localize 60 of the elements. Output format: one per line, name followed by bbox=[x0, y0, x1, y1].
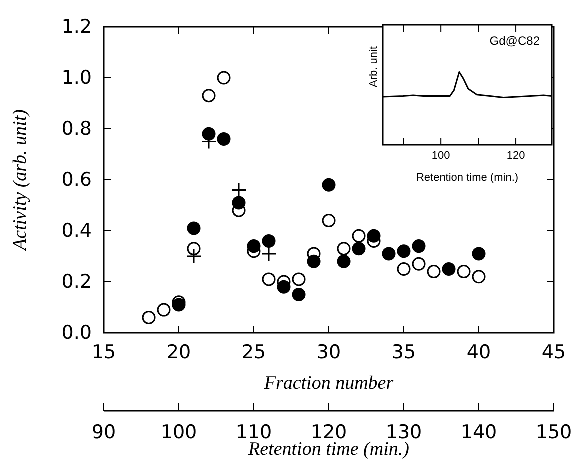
x-axis-title: Retention time (min.) bbox=[416, 172, 519, 184]
point bbox=[142, 310, 156, 324]
point bbox=[457, 265, 471, 279]
x-tick-label: 15 bbox=[92, 341, 116, 364]
point bbox=[472, 247, 486, 261]
point bbox=[262, 272, 276, 286]
y-tick-label: 0.6 bbox=[62, 169, 92, 192]
point bbox=[187, 222, 201, 236]
point bbox=[202, 127, 216, 141]
point bbox=[442, 262, 456, 276]
point bbox=[217, 132, 231, 146]
y-tick-label: 0.0 bbox=[62, 322, 92, 344]
point bbox=[367, 229, 381, 243]
point bbox=[157, 303, 171, 317]
y-axis-title: Arb. unit bbox=[368, 46, 380, 88]
point bbox=[186, 248, 202, 264]
point bbox=[262, 234, 276, 248]
x-tick-label: 20 bbox=[166, 341, 192, 364]
y-axis-title: Activity (arb. unit) bbox=[10, 110, 31, 252]
y-tick-label: 1.0 bbox=[62, 67, 92, 90]
point bbox=[261, 246, 277, 262]
point bbox=[412, 240, 426, 254]
x-tick-label: 45 bbox=[542, 341, 566, 364]
point bbox=[277, 280, 291, 294]
point bbox=[202, 89, 216, 103]
point bbox=[322, 214, 336, 228]
point bbox=[472, 270, 486, 284]
point bbox=[187, 242, 201, 256]
annotation: Gd@C82 bbox=[490, 34, 540, 48]
x2-tick-label: 90 bbox=[92, 421, 116, 444]
x-tick-label: 35 bbox=[392, 341, 416, 364]
x-tick-label: 25 bbox=[242, 341, 266, 364]
point bbox=[352, 229, 366, 243]
point bbox=[307, 254, 321, 268]
x2-tick-label: 100 bbox=[160, 421, 198, 444]
point bbox=[412, 257, 426, 271]
x2-tick-label: 150 bbox=[536, 421, 572, 444]
point bbox=[352, 242, 366, 256]
x-axis-title: Fraction number bbox=[263, 373, 394, 394]
y-tick-label: 0.4 bbox=[62, 220, 92, 242]
x-tick-label: 40 bbox=[466, 341, 492, 364]
y-tick-label: 0.2 bbox=[62, 271, 92, 294]
x-tick-label: 30 bbox=[316, 341, 342, 364]
point bbox=[397, 262, 411, 276]
y-tick-label: 0.8 bbox=[62, 118, 92, 140]
point bbox=[322, 178, 336, 192]
y-tick-label: 1.2 bbox=[62, 16, 92, 38]
point bbox=[382, 247, 396, 261]
point bbox=[397, 244, 411, 258]
point bbox=[292, 288, 306, 302]
point bbox=[427, 265, 441, 279]
point bbox=[172, 298, 186, 312]
point bbox=[337, 254, 351, 268]
x2-tick-label: 140 bbox=[460, 421, 498, 444]
point bbox=[217, 71, 231, 85]
point bbox=[337, 242, 351, 256]
point bbox=[231, 182, 247, 198]
point bbox=[232, 196, 246, 210]
point bbox=[247, 240, 261, 254]
point bbox=[292, 272, 306, 286]
